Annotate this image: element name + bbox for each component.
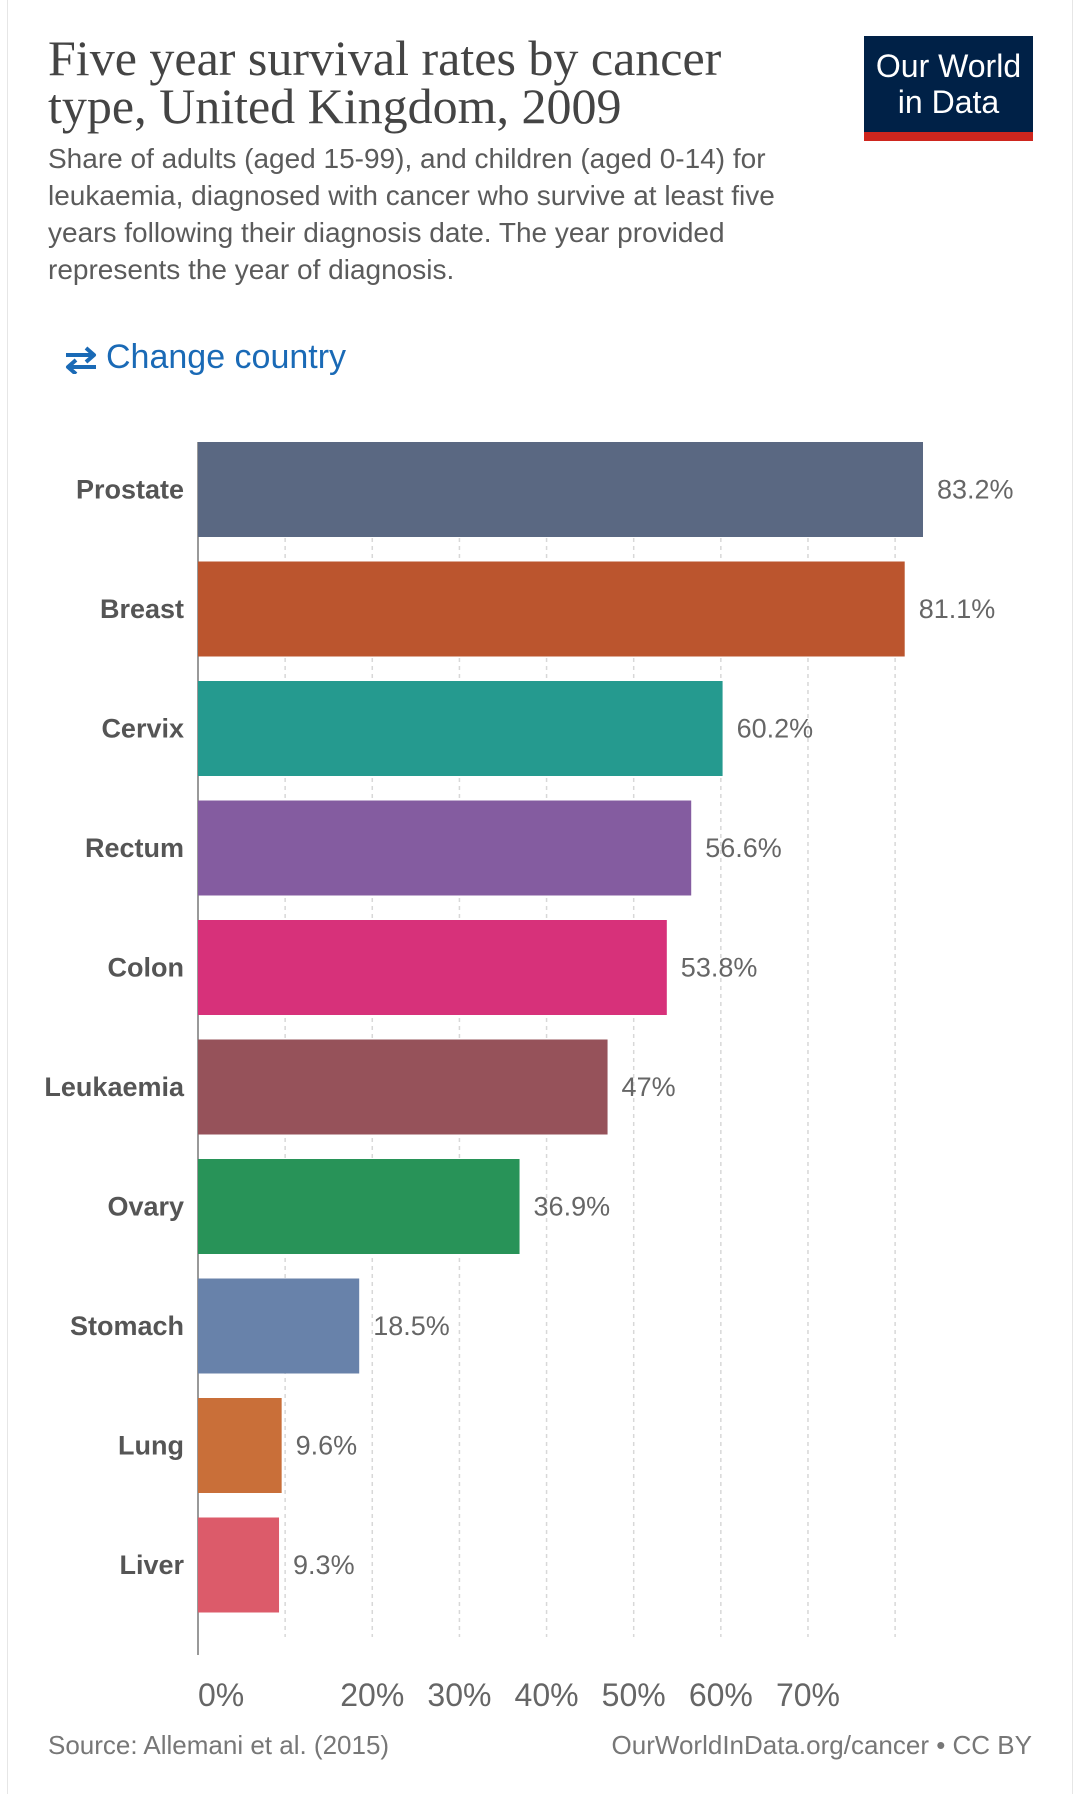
value-label-rectum: 56.6% [705, 833, 782, 863]
x-tick-label-40: 40% [515, 1677, 579, 1713]
value-label-cervix: 60.2% [737, 714, 814, 744]
value-label-ovary: 36.9% [534, 1192, 611, 1222]
bar-breast[interactable] [198, 561, 905, 657]
bar-liver[interactable] [198, 1517, 280, 1613]
category-label-colon: Colon [108, 953, 184, 983]
x-tick-label-70: 70% [776, 1677, 840, 1713]
category-label-breast: Breast [100, 594, 184, 624]
x-tick-label-50: 50% [602, 1677, 666, 1713]
logo-line-2: in Data [897, 84, 1000, 120]
bar-cervix[interactable] [198, 681, 723, 776]
x-tick-label-20: 20% [340, 1677, 404, 1713]
bar-lung[interactable] [198, 1398, 282, 1493]
change-country-button[interactable]: Change country [62, 338, 346, 377]
change-country-label: Change country [106, 338, 347, 376]
value-label-liver: 9.3% [293, 1550, 355, 1580]
value-label-colon: 53.8% [681, 953, 758, 983]
x-axis-ticks: 0% 20% 30% 40% 50% 60% 70% [198, 1677, 840, 1713]
bar-leukaemia[interactable] [198, 1039, 608, 1135]
owid-logo[interactable]: Our World in Data [864, 36, 1033, 141]
value-label-prostate: 83.2% [937, 475, 1014, 505]
value-label-lung: 9.6% [296, 1431, 358, 1461]
category-label-leukaemia: Leukaemia [44, 1072, 185, 1102]
url-license[interactable]: OurWorldInData.org/cancer • CC BY [611, 1730, 1032, 1760]
category-label-lung: Lung [118, 1431, 184, 1461]
value-label-leukaemia: 47% [622, 1072, 676, 1102]
category-label-liver: Liver [119, 1550, 184, 1580]
chart-title: Five year survival rates by cancer type,… [48, 30, 722, 134]
logo-line-1: Our World [875, 48, 1022, 84]
category-label-cervix: Cervix [101, 714, 184, 744]
bar-prostate[interactable] [198, 442, 923, 537]
bar-stomach[interactable] [198, 1278, 360, 1374]
chart-card [8, 0, 1072, 1794]
x-tick-label-30: 30% [427, 1677, 491, 1713]
bar-colon[interactable] [198, 920, 667, 1015]
value-label-breast: 81.1% [919, 594, 996, 624]
source-note[interactable]: Source: Allemani et al. (2015) [48, 1730, 390, 1760]
category-label-rectum: Rectum [85, 833, 184, 863]
bar-rectum[interactable] [198, 800, 692, 896]
x-tick-label-0: 0% [198, 1677, 244, 1713]
value-label-stomach: 18.5% [373, 1311, 450, 1341]
bars-layer: Prostate 83.2% Breast 81.1% Cervix 60.2% Rectu… [44, 442, 1014, 1613]
chart-subtitle: Share of adults (aged 15-99), and childr… [48, 143, 775, 285]
category-label-ovary: Ovary [107, 1192, 184, 1222]
category-label-prostate: Prostate [76, 475, 184, 505]
bar-ovary[interactable] [198, 1159, 520, 1254]
swap-arrows-icon [62, 344, 100, 376]
x-tick-label-60: 60% [689, 1677, 753, 1713]
category-label-stomach: Stomach [70, 1311, 184, 1341]
